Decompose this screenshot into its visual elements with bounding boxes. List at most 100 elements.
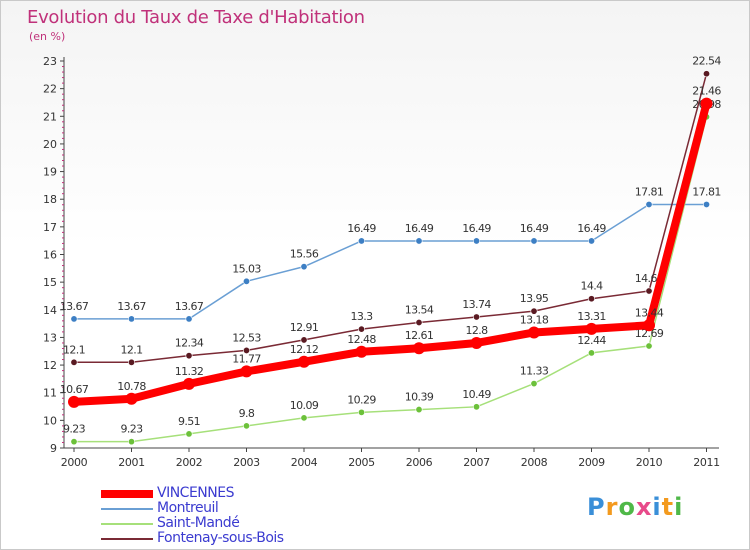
data-label-fontenay-sous-bois: 13.54 (405, 304, 434, 317)
logo-letter: P (587, 493, 606, 521)
data-label-vincennes: 12.61 (405, 329, 434, 342)
data-label-vincennes: 13.18 (520, 313, 549, 326)
data-point-fontenay-sous-bois (357, 325, 365, 333)
data-point-montreuil (645, 200, 653, 208)
legend-swatch (101, 490, 153, 498)
data-label-vincennes: 13.44 (635, 306, 664, 319)
data-point-fontenay-sous-bois (702, 70, 710, 78)
data-label-saint-mand-: 10.29 (347, 393, 376, 406)
data-point-vincennes (125, 392, 138, 405)
data-label-montreuil: 15.56 (290, 248, 319, 261)
data-label-vincennes: 21.46 (692, 85, 721, 98)
x-tick-label: 2010 (636, 456, 663, 469)
data-label-fontenay-sous-bois: 12.34 (175, 337, 204, 350)
data-label-saint-mand-: 9.8 (239, 407, 255, 420)
data-point-saint-mand- (357, 408, 365, 416)
data-point-saint-mand- (243, 422, 251, 430)
legend-swatch (101, 523, 153, 525)
y-tick-label: 21 (43, 110, 57, 123)
data-point-fontenay-sous-bois (472, 313, 480, 321)
y-tick-label: 19 (43, 166, 57, 179)
data-label-fontenay-sous-bois: 12.1 (120, 343, 142, 356)
data-point-fontenay-sous-bois (128, 358, 136, 366)
data-point-vincennes (183, 377, 195, 390)
y-tick-label: 22 (43, 83, 57, 96)
data-label-vincennes: 11.77 (232, 352, 261, 365)
y-tick-label: 9 (50, 442, 57, 455)
data-point-montreuil (472, 237, 480, 245)
x-tick-label: 2008 (521, 456, 548, 469)
data-label-vincennes: 12.12 (290, 343, 319, 356)
data-point-fontenay-sous-bois (185, 352, 193, 360)
data-point-vincennes (298, 355, 310, 368)
logo-letter: t (661, 493, 675, 521)
data-point-fontenay-sous-bois (243, 346, 251, 354)
data-label-montreuil: 17.81 (635, 185, 664, 198)
data-label-montreuil: 16.49 (577, 222, 606, 235)
data-label-fontenay-sous-bois: 12.1 (63, 343, 85, 356)
series-line-montreuil (73, 203, 708, 320)
series-line-fontenay-sous-bois (73, 72, 708, 364)
data-point-saint-mand- (128, 438, 136, 446)
series-line-vincennes (70, 99, 711, 406)
data-point-montreuil (702, 200, 710, 208)
data-label-montreuil: 17.81 (692, 185, 721, 198)
x-tick-label: 2004 (291, 456, 318, 469)
data-label-fontenay-sous-bois: 12.91 (290, 321, 319, 334)
data-label-saint-mand-: 12.69 (635, 327, 664, 340)
x-tick-label: 2007 (463, 456, 490, 469)
logo-letter: r (605, 493, 619, 521)
y-tick-label: 18 (43, 193, 57, 206)
data-point-montreuil (587, 237, 595, 245)
logo-letter: i (674, 493, 684, 521)
data-label-vincennes: 11.32 (175, 365, 204, 378)
data-point-fontenay-sous-bois (530, 307, 538, 315)
data-label-saint-mand-: 10.09 (290, 399, 319, 412)
data-label-montreuil: 16.49 (462, 222, 491, 235)
data-point-saint-mand- (587, 349, 595, 357)
data-point-montreuil (70, 315, 78, 323)
legend-swatch (101, 538, 153, 540)
y-tick-label: 13 (43, 331, 57, 344)
x-tick-label: 2003 (233, 456, 260, 469)
data-point-fontenay-sous-bois (415, 319, 423, 327)
data-label-saint-mand-: 10.49 (462, 388, 491, 401)
y-tick-label: 17 (43, 221, 57, 234)
data-point-vincennes (585, 322, 598, 335)
data-label-fontenay-sous-bois: 13.3 (350, 310, 373, 323)
data-label-montreuil: 16.49 (347, 222, 376, 235)
data-point-saint-mand- (185, 430, 193, 438)
logo-letter: o (618, 493, 636, 521)
y-tick-label: 20 (43, 138, 57, 151)
data-point-fontenay-sous-bois (70, 358, 78, 366)
data-label-fontenay-sous-bois: 14.4 (580, 280, 603, 293)
chart-unit-label: (en %) (29, 30, 66, 43)
logo-letter: x (635, 493, 653, 521)
legend-label: VINCENNES (157, 485, 234, 501)
logo-letter: i (652, 493, 662, 521)
y-tick-label: 11 (43, 387, 57, 400)
y-tick-label: 14 (43, 304, 57, 317)
data-label-vincennes: 12.48 (347, 333, 376, 346)
proxiti-logo: Proxiti (587, 493, 683, 521)
data-label-montreuil: 13.67 (117, 300, 146, 313)
data-point-saint-mand- (415, 406, 423, 414)
data-label-montreuil: 13.67 (60, 300, 89, 313)
y-tick-label: 15 (43, 276, 57, 289)
data-point-saint-mand- (70, 438, 78, 446)
data-point-montreuil (357, 237, 365, 245)
data-point-montreuil (415, 237, 423, 245)
x-tick-label: 2011 (693, 456, 719, 469)
data-point-vincennes (413, 342, 425, 355)
data-label-montreuil: 16.49 (405, 222, 434, 235)
y-tick-label: 16 (43, 249, 57, 262)
data-label-saint-mand-: 10.39 (405, 391, 434, 404)
data-label-vincennes: 10.67 (60, 383, 89, 396)
data-label-fontenay-sous-bois: 12.53 (232, 331, 261, 344)
data-label-saint-mand-: 9.23 (63, 423, 86, 436)
data-label-fontenay-sous-bois: 13.95 (520, 292, 549, 305)
data-label-fontenay-sous-bois: 13.74 (462, 298, 491, 311)
data-point-vincennes (68, 395, 80, 408)
data-label-vincennes: 13.31 (577, 310, 606, 323)
